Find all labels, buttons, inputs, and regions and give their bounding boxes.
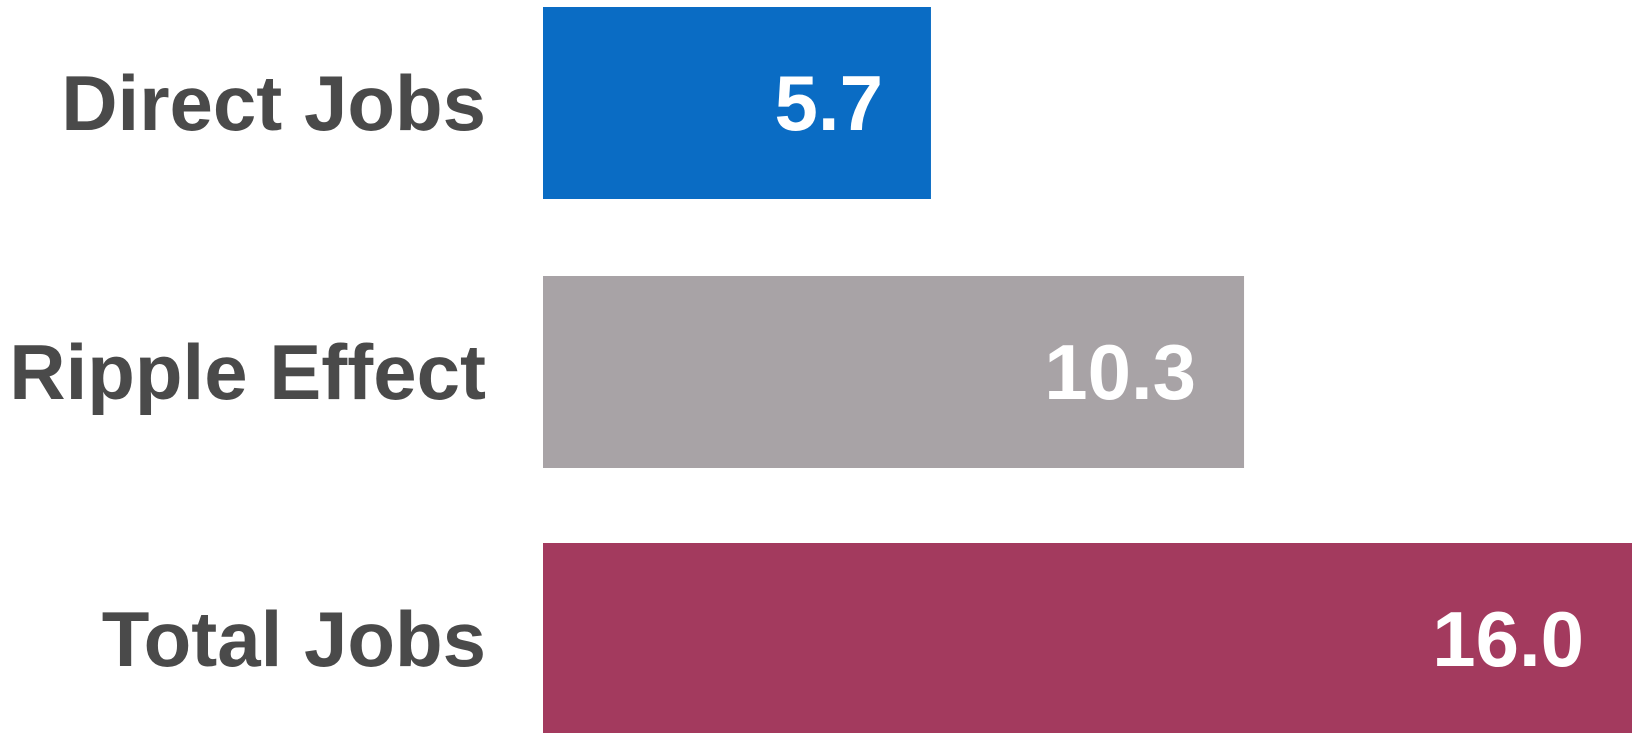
value-label-total-jobs: 16.0	[1432, 595, 1584, 683]
value-label-ripple-effect: 10.3	[1044, 328, 1196, 416]
value-label-direct-jobs: 5.7	[775, 59, 883, 147]
bars	[543, 7, 1632, 733]
value-labels: 5.7 10.3 16.0	[775, 59, 1584, 683]
category-labels: Direct Jobs Ripple Effect Total Jobs	[9, 59, 486, 683]
bar-direct-jobs	[543, 7, 931, 199]
category-label-ripple-effect: Ripple Effect	[9, 328, 486, 416]
bar-total-jobs	[543, 543, 1632, 733]
category-label-direct-jobs: Direct Jobs	[61, 59, 486, 147]
bar-ripple-effect	[543, 276, 1245, 468]
category-label-total-jobs: Total Jobs	[102, 595, 486, 683]
